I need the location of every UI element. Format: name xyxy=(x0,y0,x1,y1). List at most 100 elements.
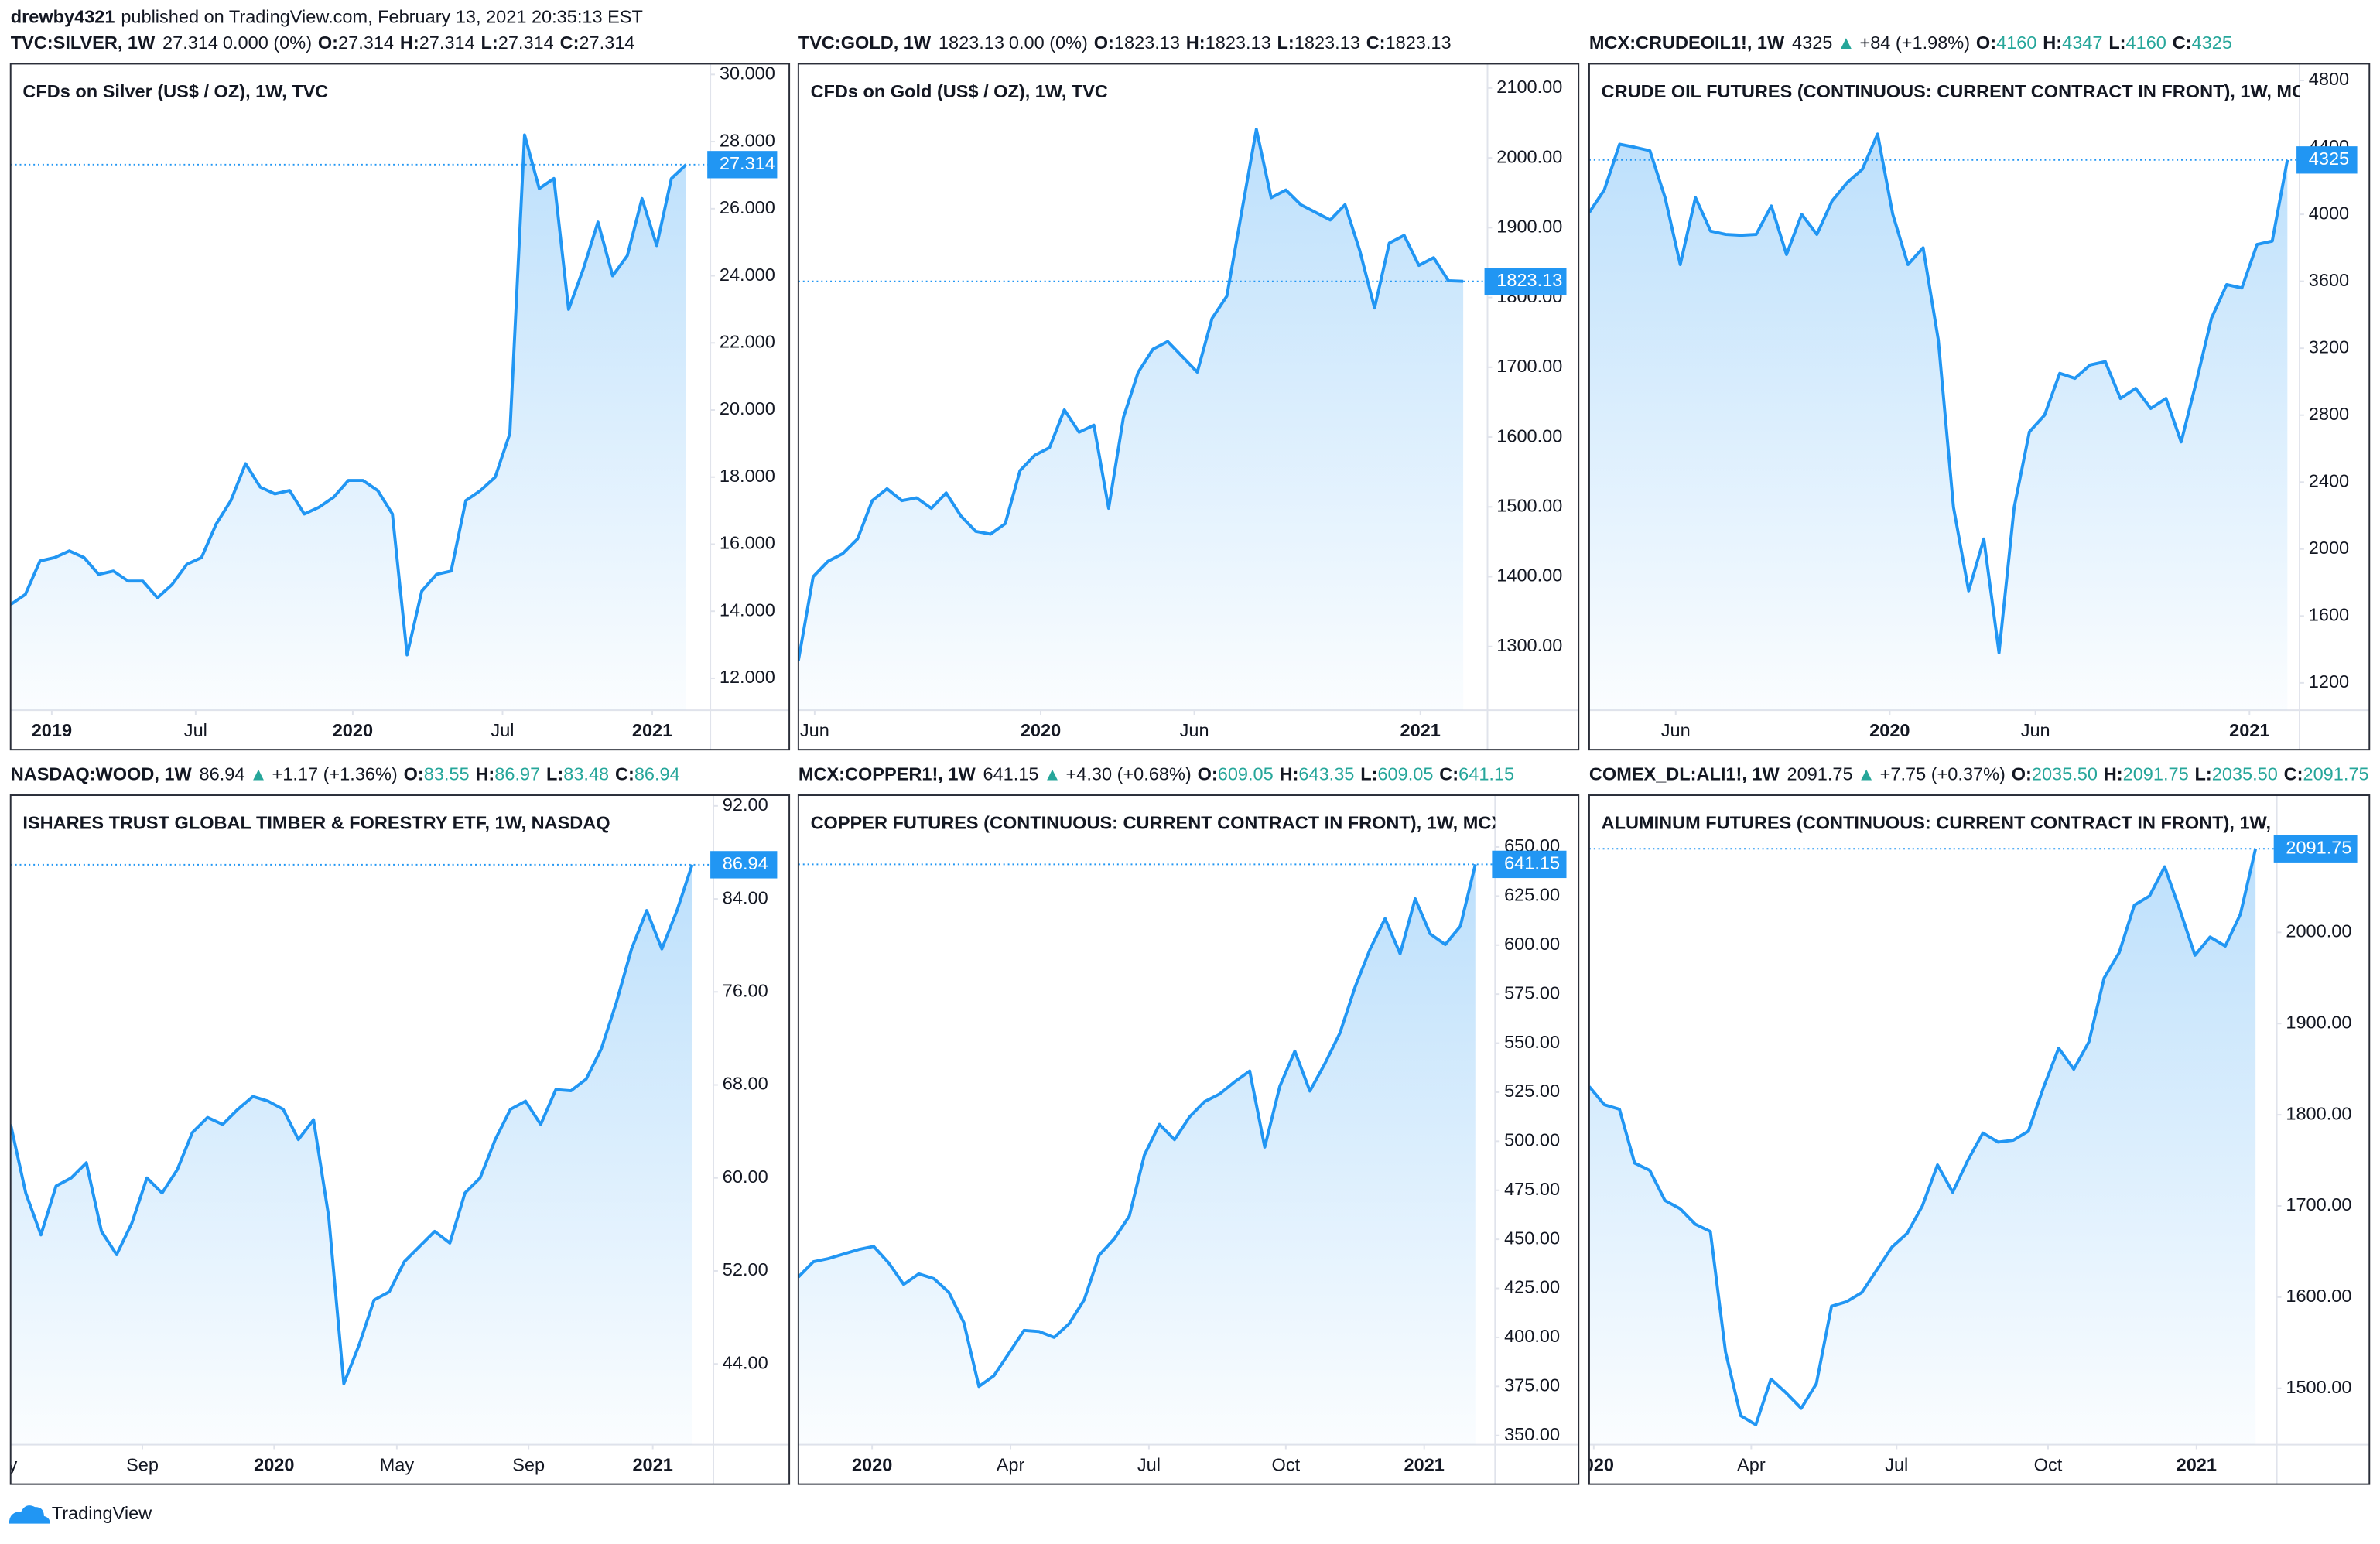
time-axis: 2019 Jul 2020 Jul 2021 xyxy=(32,710,672,740)
plot-area: ALUMINUM FUTURES (CONTINUOUS: CURRENT CO… xyxy=(1588,813,2317,1445)
y-tick-label: 450.00 xyxy=(1504,1228,1560,1248)
y-tick-label: 28.000 xyxy=(720,130,775,150)
change-arrow: ▲ xyxy=(1837,32,1855,53)
time-axis: 2020 Apr Jul Oct 2021 xyxy=(852,1444,1445,1474)
x-tick-label: 2020 xyxy=(1021,720,1061,740)
chart-title: ALUMINUM FUTURES (CONTINUOUS: CURRENT CO… xyxy=(1602,813,2317,833)
change: +1.17 (+1.36%) xyxy=(272,764,397,784)
y-tick-label: 550.00 xyxy=(1504,1032,1560,1052)
x-tick-label: 2021 xyxy=(632,1454,672,1474)
panel-border xyxy=(797,794,1580,1485)
last-price-label: 4325 xyxy=(2309,149,2349,169)
y-tick-label: 1300.00 xyxy=(1496,635,1562,655)
ohlc-label: O: xyxy=(1094,32,1114,53)
chart-title: CRUDE OIL FUTURES (CONTINUOUS: CURRENT C… xyxy=(1602,81,2317,101)
change-arrow: ▲ xyxy=(1857,764,1875,784)
symbol: NASDAQ:WOOD, 1W xyxy=(11,764,193,784)
y-tick-label: 2000 xyxy=(2309,538,2349,558)
area-fill xyxy=(1588,849,2256,1445)
ohlc-label: H: xyxy=(475,764,494,784)
last-price-label: 2091.75 xyxy=(2286,837,2351,857)
ohlc-label: O: xyxy=(404,764,424,784)
plot-area: ISHARES TRUST GLOBAL TIMBER & FORESTRY E… xyxy=(10,813,714,1445)
x-tick-label: 2021 xyxy=(2177,1454,2217,1474)
y-tick-label: 2000.00 xyxy=(1496,146,1562,166)
y-tick-label: 1400.00 xyxy=(1496,565,1562,586)
y-tick-label: 16.000 xyxy=(720,533,775,553)
x-tick-label: Apr xyxy=(997,1454,1025,1474)
chart-title: ISHARES TRUST GLOBAL TIMBER & FORESTRY E… xyxy=(22,813,610,833)
ohlc-label: C: xyxy=(560,32,580,53)
panel-border xyxy=(1588,63,2371,751)
x-tick-label: 2020 xyxy=(333,720,373,740)
time-axis: 2020 Apr Jul Oct 2021 xyxy=(1574,1444,2217,1474)
x-tick-label: 2021 xyxy=(1404,1454,1445,1474)
ohlc-label: L: xyxy=(546,764,563,784)
ohlc-label: H: xyxy=(400,32,419,53)
plot-area: CRUDE OIL FUTURES (CONTINUOUS: CURRENT C… xyxy=(1588,81,2317,711)
ohlc-value: 2091.75 xyxy=(2123,764,2189,784)
last-price-badge xyxy=(2273,835,2358,863)
ohlc-label: L: xyxy=(481,32,498,53)
ohlc-label: H: xyxy=(2043,32,2062,53)
x-tick-label: 2020 xyxy=(1574,1454,1614,1474)
ohlc-value: 4160 xyxy=(1996,32,2036,53)
y-tick-label: 1600.00 xyxy=(1496,425,1562,446)
y-tick-label: 4800 xyxy=(2309,69,2349,89)
x-tick-label: 2020 xyxy=(1869,720,1910,740)
publish-line: drewby4321 published on TradingView.com, … xyxy=(11,7,643,27)
x-tick-label: Jun xyxy=(1180,720,1209,740)
chart-title: CFDs on Silver (US$ / OZ), 1W, TVC xyxy=(22,81,328,101)
ohlc-value: 1823.13 xyxy=(1114,32,1180,53)
ohlc-label: C: xyxy=(2284,764,2303,784)
x-tick-label: 2021 xyxy=(2229,720,2269,740)
y-tick-label: 24.000 xyxy=(720,265,775,285)
y-tick-label: 525.00 xyxy=(1504,1081,1560,1101)
publish-text: published on TradingView.com, February 1… xyxy=(121,7,643,27)
y-tick-label: 52.00 xyxy=(723,1259,768,1279)
y-tick-label: 2100.00 xyxy=(1496,77,1562,97)
ohlc-label: L: xyxy=(1277,32,1294,53)
price-line xyxy=(1588,132,2289,654)
y-tick-label: 2800 xyxy=(2309,404,2349,424)
ohlc-value: 2035.50 xyxy=(2212,764,2278,784)
x-tick-label: 2020 xyxy=(852,1454,892,1474)
ohlc-value: 4347 xyxy=(2062,32,2102,53)
last-price-label: 641.15 xyxy=(1504,853,1560,873)
symbol-legend: TVC:GOLD, 1W 1823.13 0.00 (0%) O:1823.13 H:1… xyxy=(798,32,1452,53)
ohlc-value: 27.314 xyxy=(579,32,634,53)
ohlc-label: O: xyxy=(1976,32,1996,53)
x-tick-label: May xyxy=(0,1454,17,1474)
x-tick-label: 2020 xyxy=(254,1454,294,1474)
symbol-legend: MCX:COPPER1!, 1W 641.15 ▲ +4.30 (+0.68%) O:6… xyxy=(798,764,1514,784)
panel-border xyxy=(9,794,791,1485)
y-tick-label: 2400 xyxy=(2309,470,2349,490)
ohlc-label: C: xyxy=(1439,764,1458,784)
plot-area: CFDs on Silver (US$ / OZ), 1W, TVC xyxy=(10,81,711,711)
ohlc-label: L: xyxy=(2195,764,2212,784)
x-tick-label: May xyxy=(380,1454,415,1474)
ohlc-value: 27.314 xyxy=(419,32,475,53)
x-tick-label: Jun xyxy=(800,720,829,740)
change: +84 (+1.98%) xyxy=(1859,32,1970,53)
y-tick-label: 375.00 xyxy=(1504,1375,1560,1395)
chart-panel: MCX:CRUDEOIL1!, 1W 4325 ▲ +84 (+1.98%) O:416… xyxy=(1588,32,2371,751)
x-tick-label: Oct xyxy=(2034,1454,2063,1474)
y-tick-label: 500.00 xyxy=(1504,1130,1560,1150)
price-line xyxy=(798,128,1464,661)
last-price-badge xyxy=(707,151,778,179)
y-tick-label: 1700.00 xyxy=(2286,1194,2351,1214)
chart-panel: COMEX_DL:ALI1!, 1W 2091.75 ▲ +7.75 (+0.37%)… xyxy=(1574,764,2371,1485)
y-tick-label: 26.000 xyxy=(720,197,775,217)
x-tick-label: Oct xyxy=(1272,1454,1301,1474)
y-tick-label: 60.00 xyxy=(723,1167,768,1187)
last-price-label: 27.314 xyxy=(720,153,775,173)
ohlc-label: C: xyxy=(2173,32,2192,53)
y-tick-label: 1900.00 xyxy=(2286,1012,2351,1032)
area-fill xyxy=(798,864,1476,1445)
y-tick-label: 600.00 xyxy=(1504,934,1560,954)
chart-panel: TVC:GOLD, 1W 1823.13 0.00 (0%) O:1823.13 H:1… xyxy=(797,32,1580,751)
last-price-badge xyxy=(1484,268,1567,295)
panel-border xyxy=(797,63,1580,751)
